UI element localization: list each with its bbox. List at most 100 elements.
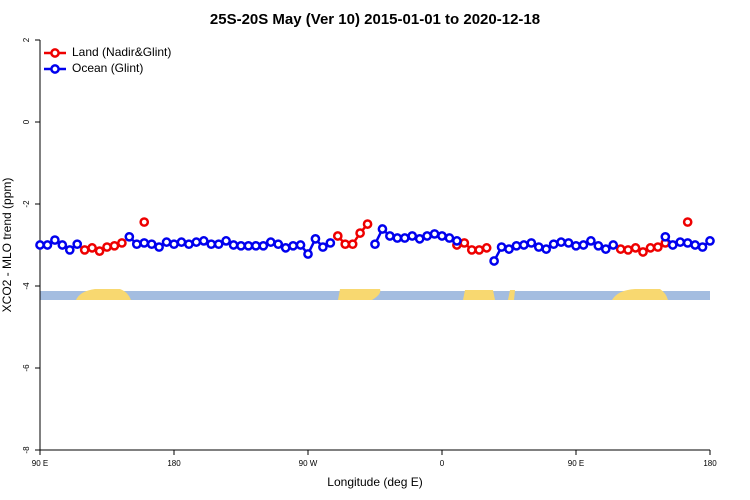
data-point bbox=[35, 240, 45, 250]
legend-marker bbox=[50, 48, 60, 58]
data-point bbox=[184, 239, 194, 250]
data-point bbox=[72, 239, 83, 250]
x-tick-label: 0 bbox=[440, 459, 445, 468]
data-point bbox=[466, 245, 477, 255]
data-point bbox=[340, 239, 351, 250]
data-point bbox=[370, 239, 380, 250]
data-point bbox=[481, 243, 492, 253]
data-point bbox=[124, 231, 135, 242]
data-point bbox=[385, 231, 395, 241]
data-point bbox=[452, 236, 462, 246]
data-point bbox=[422, 231, 432, 241]
data-point bbox=[489, 256, 499, 266]
data-point bbox=[586, 236, 596, 246]
data-point bbox=[533, 242, 544, 252]
data-point bbox=[273, 239, 284, 250]
data-point bbox=[109, 240, 120, 251]
data-point bbox=[87, 243, 97, 253]
data-point bbox=[131, 239, 142, 250]
data-point bbox=[399, 233, 410, 243]
data-point bbox=[653, 242, 663, 252]
data-point bbox=[318, 242, 328, 252]
data-point bbox=[600, 244, 611, 254]
data-point bbox=[325, 238, 336, 248]
land-ocean-strip bbox=[40, 289, 710, 300]
data-point bbox=[176, 237, 187, 247]
data-point bbox=[332, 231, 343, 241]
data-point bbox=[362, 219, 373, 229]
land-blob bbox=[463, 290, 495, 300]
data-point bbox=[117, 238, 127, 248]
data-point bbox=[198, 236, 209, 246]
legend-label: Ocean (Glint) bbox=[72, 61, 143, 75]
x-axis-label: Longitude (deg E) bbox=[327, 475, 422, 489]
data-point bbox=[288, 240, 298, 251]
data-point bbox=[519, 240, 529, 250]
data-point bbox=[593, 240, 604, 251]
x-tick-label: 180 bbox=[703, 459, 717, 468]
data-point bbox=[146, 239, 157, 250]
data-point bbox=[437, 231, 447, 241]
data-point bbox=[474, 245, 485, 255]
data-point bbox=[161, 237, 172, 247]
data-point bbox=[563, 238, 574, 248]
data-point bbox=[42, 240, 53, 250]
data-point bbox=[444, 233, 455, 243]
data-point bbox=[154, 242, 164, 252]
x-tick-label: 90 W bbox=[299, 459, 318, 468]
data-point bbox=[496, 242, 507, 252]
data-point bbox=[638, 247, 648, 257]
x-tick-label: 180 bbox=[167, 459, 181, 468]
data-point bbox=[608, 240, 619, 250]
land-blob bbox=[76, 289, 131, 300]
data-point bbox=[705, 236, 715, 246]
data-point bbox=[191, 237, 202, 247]
data-point bbox=[429, 229, 440, 239]
data-point bbox=[64, 245, 75, 255]
data-point bbox=[94, 246, 105, 256]
data-point bbox=[280, 243, 291, 253]
data-point bbox=[258, 240, 269, 251]
data-point bbox=[303, 249, 313, 259]
data-point bbox=[571, 240, 581, 251]
data-point bbox=[690, 240, 700, 250]
data-point bbox=[243, 240, 254, 251]
data-point bbox=[578, 240, 589, 250]
data-point bbox=[228, 240, 239, 250]
data-point bbox=[556, 237, 566, 247]
land-blob bbox=[338, 289, 381, 300]
data-point bbox=[645, 243, 656, 253]
data-point bbox=[697, 242, 708, 252]
legend-label: Land (Nadir&Glint) bbox=[72, 45, 171, 59]
land-blob bbox=[612, 289, 668, 300]
data-point bbox=[630, 243, 641, 253]
data-point bbox=[355, 228, 365, 238]
data-point bbox=[377, 224, 388, 234]
y-axis-label: XCO2 - MLO trend (ppm) bbox=[0, 178, 14, 313]
data-point bbox=[526, 238, 537, 248]
y-tick-label: 0 bbox=[22, 119, 31, 124]
data-point bbox=[50, 235, 60, 245]
data-point bbox=[615, 244, 626, 254]
data-point bbox=[675, 237, 686, 247]
data-point bbox=[667, 240, 678, 250]
data-point bbox=[660, 231, 671, 242]
data-point bbox=[102, 242, 112, 252]
y-tick-label: -2 bbox=[22, 200, 31, 208]
data-point bbox=[511, 240, 522, 251]
data-point bbox=[504, 244, 514, 254]
data-point bbox=[79, 245, 90, 255]
data-point bbox=[206, 239, 217, 250]
data-point bbox=[414, 234, 425, 244]
data-point bbox=[347, 239, 358, 250]
data-point bbox=[139, 238, 150, 248]
data-point bbox=[169, 239, 179, 250]
y-tick-label: -6 bbox=[22, 364, 31, 372]
y-tick-label: -8 bbox=[22, 446, 31, 454]
y-tick-label: -4 bbox=[22, 282, 31, 290]
data-point bbox=[682, 238, 693, 248]
legend-marker bbox=[50, 64, 60, 74]
data-point bbox=[392, 233, 403, 243]
data-point bbox=[251, 240, 261, 251]
